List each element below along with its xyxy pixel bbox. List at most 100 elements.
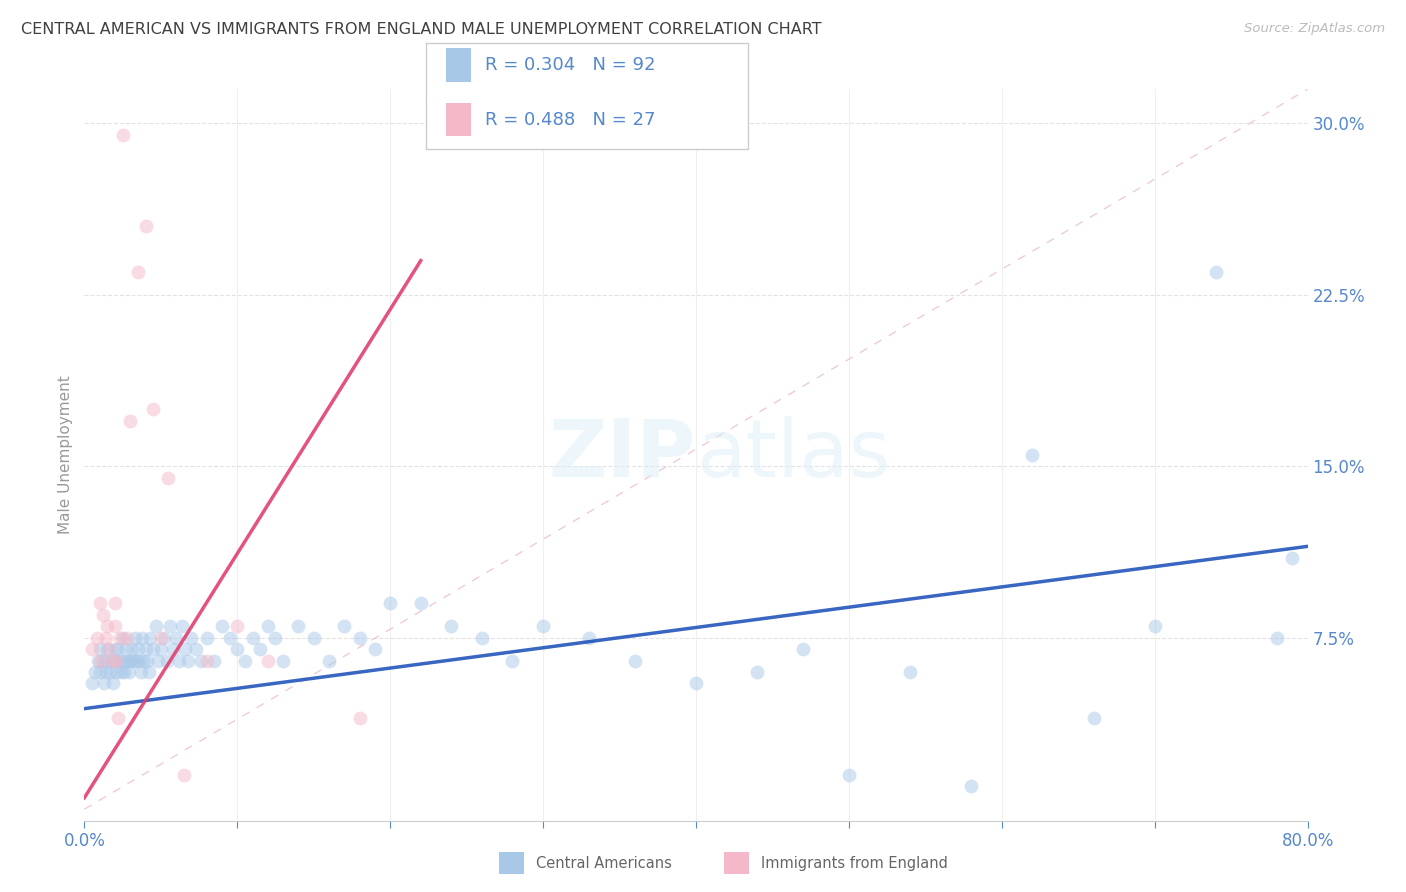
Text: atlas: atlas [696, 416, 890, 494]
Point [1281, 550, 1303, 565]
Point [91, 654, 114, 668]
Point [302, 631, 325, 645]
Point [128, 654, 150, 668]
Point [93, 676, 115, 690]
Point [249, 642, 271, 657]
Point [257, 619, 280, 633]
Point [89, 654, 111, 668]
Point [173, 768, 195, 782]
Point [364, 642, 387, 657]
Point [380, 597, 402, 611]
Point [114, 642, 136, 657]
Point [242, 631, 264, 645]
Point [202, 654, 225, 668]
Point [211, 619, 233, 633]
Text: Immigrants from England: Immigrants from England [761, 856, 948, 871]
Point [108, 654, 131, 668]
Point [120, 414, 142, 428]
Point [409, 597, 432, 611]
Point [153, 631, 176, 645]
Point [502, 654, 524, 668]
Point [349, 711, 371, 725]
Point [177, 654, 200, 668]
Point [125, 654, 148, 668]
Point [101, 654, 124, 668]
Point [139, 631, 162, 645]
Point [271, 654, 294, 668]
Point [111, 128, 134, 142]
Point [162, 642, 184, 657]
Point [80, 676, 103, 690]
Point [333, 619, 356, 633]
Point [174, 642, 197, 657]
Point [96, 642, 118, 657]
Point [101, 654, 124, 668]
Point [135, 219, 157, 234]
Point [107, 642, 129, 657]
Point [115, 631, 138, 645]
Point [838, 768, 860, 782]
Point [110, 665, 132, 679]
Point [121, 642, 143, 657]
Point [112, 665, 135, 679]
Point [111, 654, 134, 668]
Point [97, 642, 120, 657]
Point [792, 642, 814, 657]
Point [257, 654, 280, 668]
Point [195, 631, 218, 645]
Point [104, 642, 127, 657]
Point [264, 631, 287, 645]
Text: Central Americans: Central Americans [536, 856, 672, 871]
Point [118, 665, 141, 679]
Point [127, 265, 149, 279]
Point [685, 676, 707, 690]
Point [98, 665, 121, 679]
Point [226, 642, 249, 657]
Point [1083, 711, 1105, 725]
Point [89, 597, 111, 611]
Text: Source: ZipAtlas.com: Source: ZipAtlas.com [1244, 22, 1385, 36]
Point [105, 665, 128, 679]
Point [747, 665, 769, 679]
Point [898, 665, 921, 679]
Point [149, 642, 172, 657]
Point [142, 402, 165, 417]
Text: CENTRAL AMERICAN VS IMMIGRANTS FROM ENGLAND MALE UNEMPLOYMENT CORRELATION CHART: CENTRAL AMERICAN VS IMMIGRANTS FROM ENGL… [21, 22, 821, 37]
Point [1265, 631, 1288, 645]
Point [167, 654, 190, 668]
Point [349, 631, 371, 645]
Point [104, 619, 127, 633]
Point [89, 642, 111, 657]
Point [159, 619, 181, 633]
Point [318, 654, 340, 668]
Point [287, 619, 309, 633]
Point [132, 654, 155, 668]
Text: R = 0.304   N = 92: R = 0.304 N = 92 [485, 56, 655, 74]
Point [96, 654, 118, 668]
Point [104, 654, 127, 668]
Point [180, 631, 202, 645]
Point [111, 631, 134, 645]
Point [531, 619, 554, 633]
Point [86, 631, 108, 645]
Point [91, 607, 114, 622]
Point [218, 631, 240, 645]
Text: ZIP: ZIP [548, 416, 696, 494]
Point [108, 631, 131, 645]
Point [142, 642, 165, 657]
Point [960, 780, 983, 794]
Point [105, 654, 128, 668]
Point [80, 642, 103, 657]
Text: R = 0.488   N = 27: R = 0.488 N = 27 [485, 111, 655, 128]
Point [1205, 265, 1227, 279]
Point [96, 619, 118, 633]
Point [107, 711, 129, 725]
Point [471, 631, 494, 645]
Point [122, 654, 145, 668]
Y-axis label: Male Unemployment: Male Unemployment [58, 376, 73, 534]
Point [138, 665, 160, 679]
Point [440, 619, 463, 633]
Point [115, 654, 138, 668]
Point [156, 654, 179, 668]
Point [190, 654, 212, 668]
